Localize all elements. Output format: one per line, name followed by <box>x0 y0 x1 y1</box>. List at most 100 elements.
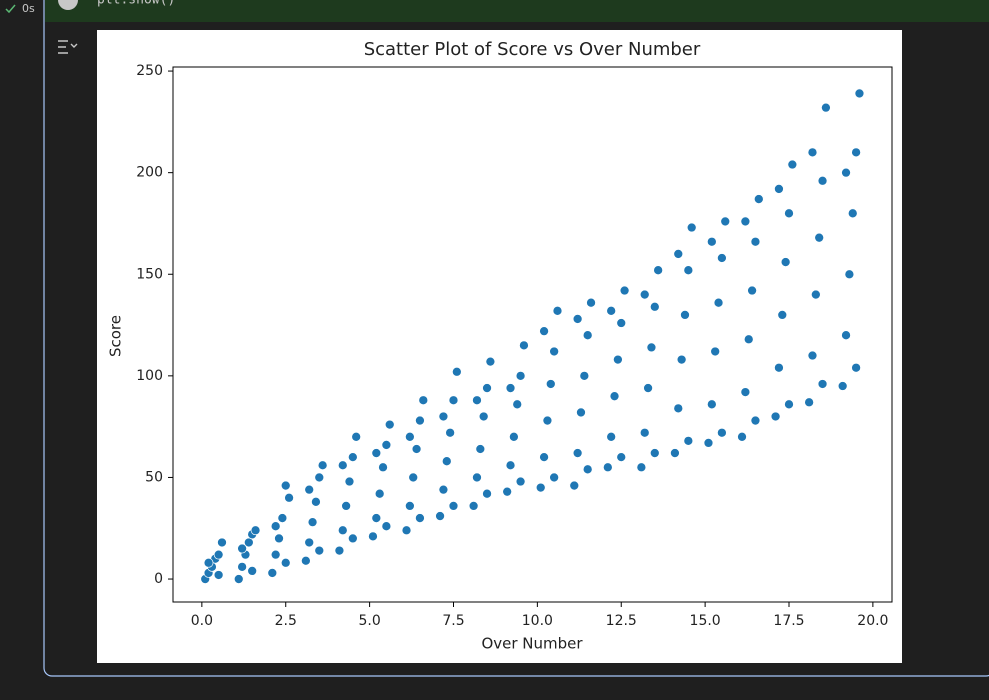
point <box>774 362 784 373</box>
output-toggle[interactable] <box>58 40 78 54</box>
point <box>401 525 412 536</box>
y-tick-label: 0 <box>154 571 163 587</box>
point <box>378 462 388 473</box>
point <box>643 383 653 393</box>
point <box>703 438 714 448</box>
point <box>750 415 761 426</box>
x-tick-label: 7.5 <box>442 613 464 629</box>
point <box>606 305 617 316</box>
point <box>237 543 247 554</box>
point <box>270 521 281 532</box>
y-tick-label: 200 <box>136 165 163 181</box>
run-status: 0s <box>22 2 35 15</box>
point <box>804 397 814 408</box>
point <box>445 427 455 438</box>
point <box>415 415 425 426</box>
x-tick-label: 0.0 <box>191 613 213 629</box>
point <box>542 415 553 426</box>
point <box>639 289 650 300</box>
point <box>482 383 492 393</box>
point <box>770 411 781 422</box>
point <box>814 232 825 243</box>
point <box>851 147 861 158</box>
point <box>606 431 617 442</box>
point <box>579 370 590 381</box>
point <box>515 476 526 487</box>
point <box>267 568 278 578</box>
point <box>280 557 291 568</box>
point <box>478 411 489 422</box>
point <box>740 216 751 227</box>
point <box>539 326 549 336</box>
output-icon <box>58 40 78 54</box>
point <box>347 452 358 462</box>
point <box>737 431 747 442</box>
point <box>572 448 583 458</box>
point <box>314 545 325 556</box>
point <box>780 257 791 267</box>
point <box>381 440 392 450</box>
point <box>649 448 660 458</box>
point <box>408 472 419 483</box>
point <box>649 301 660 312</box>
x-tick-label: 10.0 <box>522 613 553 629</box>
point <box>448 501 459 511</box>
y-tick-label: 250 <box>136 63 163 79</box>
point <box>468 501 479 511</box>
x-tick-label: 2.5 <box>275 613 297 629</box>
point <box>552 305 563 316</box>
point <box>854 88 865 99</box>
y-axis-label: Score <box>107 315 125 357</box>
point <box>317 460 328 471</box>
point <box>472 472 482 483</box>
point <box>384 419 395 430</box>
point <box>334 545 345 556</box>
y-tick-label: 50 <box>145 469 163 485</box>
point <box>304 484 315 495</box>
point <box>237 561 247 572</box>
point <box>418 395 429 406</box>
point <box>438 411 449 422</box>
point <box>475 444 486 454</box>
point <box>337 525 348 536</box>
x-tick-label: 17.5 <box>773 613 804 629</box>
point <box>438 484 449 495</box>
point <box>750 236 761 247</box>
point <box>311 496 321 507</box>
point <box>817 379 828 389</box>
point <box>301 555 311 566</box>
point <box>314 472 325 483</box>
point <box>841 167 851 178</box>
point <box>646 342 657 353</box>
point <box>777 310 788 320</box>
point <box>713 297 724 308</box>
point <box>784 208 794 219</box>
point <box>337 460 348 471</box>
point <box>774 184 784 194</box>
point <box>284 492 294 503</box>
point <box>535 482 546 493</box>
point <box>683 265 694 276</box>
point <box>717 427 727 438</box>
point <box>753 194 764 204</box>
run-button[interactable] <box>58 0 78 10</box>
point <box>485 356 496 367</box>
point <box>844 269 855 280</box>
point <box>609 391 620 402</box>
point <box>411 444 422 454</box>
plot <box>200 88 865 584</box>
point <box>451 366 462 377</box>
point <box>502 486 513 497</box>
point <box>448 395 459 406</box>
point <box>613 354 623 365</box>
point <box>673 403 684 414</box>
point <box>549 346 559 357</box>
figure <box>97 30 902 663</box>
point <box>203 557 214 568</box>
point <box>472 395 482 406</box>
point <box>837 381 848 391</box>
code-area <box>45 0 989 22</box>
chart-title: Scatter Plot of Score vs Over Number <box>364 39 701 60</box>
point <box>344 476 355 487</box>
